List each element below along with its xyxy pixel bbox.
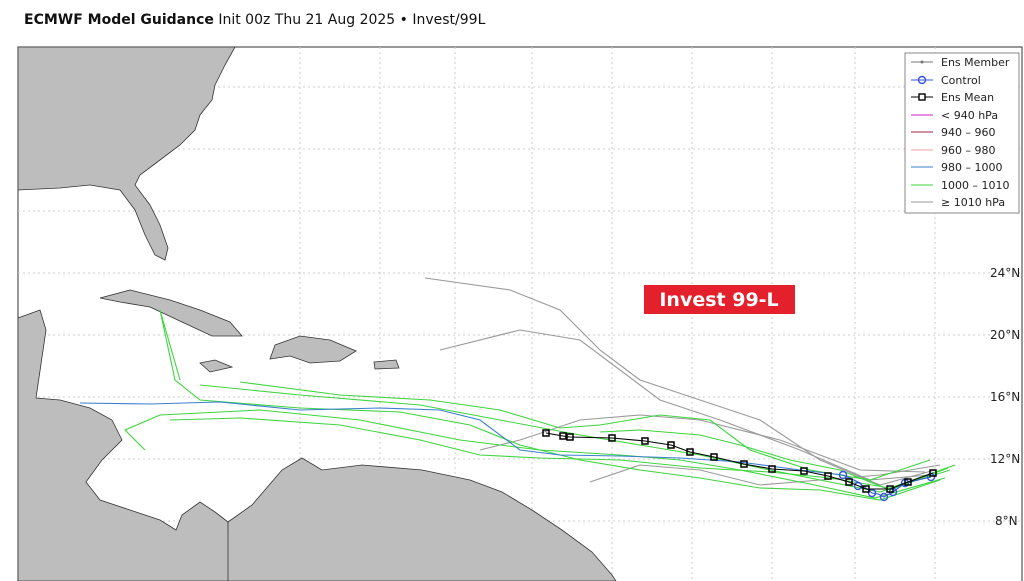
ens-member-track — [439, 329, 931, 481]
tracks — [79, 277, 956, 502]
legend-label: < 940 hPa — [941, 109, 998, 122]
ens-mean-point — [768, 465, 776, 473]
puerto-rico — [373, 359, 400, 370]
legend-label: 940 – 960 — [941, 126, 995, 139]
cuba — [99, 289, 243, 337]
ens-mean-point — [667, 441, 675, 449]
ens-mean-point — [929, 469, 937, 477]
ens-mean-point — [800, 467, 808, 475]
legend-label: 960 – 980 — [941, 144, 995, 157]
ens-member-track — [599, 429, 949, 491]
lat-label: 24°N — [990, 266, 1020, 280]
ens-member-track — [424, 277, 936, 486]
legend: Ens Member Control Ens Mean < 940 hPa 94… — [904, 52, 1020, 214]
ens-mean-point — [862, 485, 870, 493]
control-point — [879, 492, 889, 502]
ens-member-track — [589, 464, 941, 486]
legend-swatch — [920, 60, 924, 64]
hispaniola — [269, 335, 357, 364]
latitude-labels: 24°N 20°N 16°N 12°N 8°N — [990, 266, 1020, 528]
ens-mean-point — [710, 453, 718, 461]
subtitle: Init 00z Thu 21 Aug 2025 • Invest/99L — [218, 12, 486, 28]
ens-mean-markers — [542, 429, 937, 493]
ens-mean-point — [641, 437, 649, 445]
legend-swatch — [917, 75, 927, 85]
ens-mean-point — [542, 429, 550, 437]
ens-mean-point — [824, 472, 832, 480]
ens-mean-point — [686, 448, 694, 456]
ens-mean-point — [566, 433, 574, 441]
ens-member-track — [159, 309, 941, 501]
central-america — [17, 309, 231, 581]
title-bar: ECMWF Model Guidance Init 00z Thu 21 Aug… — [24, 12, 485, 28]
ens-mean-point — [886, 485, 894, 493]
legend-label: Control — [941, 74, 981, 87]
legend-swatch — [918, 93, 926, 101]
ens-member-track — [479, 414, 926, 473]
ens-mean-point — [740, 460, 748, 468]
ens-mean-track — [545, 432, 934, 490]
annotation-box — [644, 285, 795, 314]
north-america — [17, 46, 236, 261]
land — [17, 46, 617, 581]
legend-label: Ens Mean — [941, 91, 994, 104]
annotation: Invest 99-L — [644, 285, 795, 314]
annotation-text: Invest 99-L — [659, 289, 778, 311]
legend-label: 1000 – 1010 — [941, 179, 1009, 192]
jamaica — [199, 359, 234, 373]
ens-mean-point — [608, 434, 616, 442]
ens-mean-point — [845, 478, 853, 486]
lat-label: 16°N — [990, 390, 1020, 404]
ens-mean-point — [559, 432, 567, 440]
control-point — [853, 481, 863, 491]
control-point — [838, 470, 848, 480]
legend-label: 980 – 1000 — [941, 161, 1002, 174]
title: ECMWF Model Guidance — [24, 12, 214, 28]
ens-member-track — [239, 381, 931, 481]
lat-label: 8°N — [995, 514, 1018, 528]
control-track-west — [79, 401, 844, 476]
legend-label: Ens Member — [941, 56, 1010, 69]
ens-member-track — [199, 384, 951, 493]
legend-label: ≥ 1010 hPa — [941, 196, 1005, 209]
south-america — [227, 457, 617, 581]
ens-mean-point — [904, 478, 912, 486]
lat-label: 12°N — [990, 452, 1020, 466]
lat-label: 20°N — [990, 328, 1020, 342]
